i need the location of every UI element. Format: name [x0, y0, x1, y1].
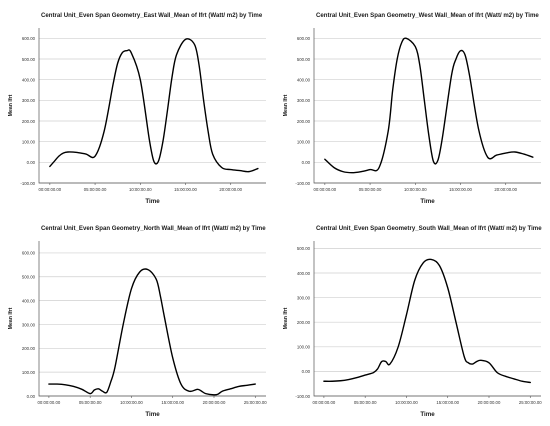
chart-0-x-tick-label: 05:00:00.00 — [84, 187, 107, 192]
chart-0-x-tick-label: 15:00:00.00 — [174, 187, 197, 192]
chart-3-series-line-0 — [323, 258, 531, 384]
chart-0-x-tick-label: 10:00:00.00 — [129, 187, 152, 192]
chart-3-y-tick-label: 200.00 — [297, 320, 311, 325]
chart-0-y-tick-label: 300.00 — [22, 98, 36, 103]
chart-3-title: Central Unit_Even Span Geometry_South Wa… — [316, 225, 542, 232]
chart-2-y-tick-label: 0.00 — [27, 394, 36, 399]
chart-1-y-tick-label: -100.00 — [295, 181, 310, 186]
chart-1-x-tick-label: 00:00:00.00 — [314, 187, 337, 192]
chart-1-title: Central Unit_Even Span Geometry_West Wal… — [316, 12, 539, 19]
chart-1-y-tick-label: 400.00 — [297, 77, 311, 82]
chart-0-y-tick-label: 100.00 — [22, 139, 36, 144]
chart-3-y-tick-label: 400.00 — [297, 271, 311, 276]
chart-2-x-tick-label: 20:00:00.00 — [203, 400, 226, 405]
chart-2-axes — [38, 241, 266, 397]
chart-1-x-tick-label: 20:00:00.00 — [494, 187, 517, 192]
chart-panel-north-wall: Central Unit_Even Span Geometry_North Wa… — [0, 213, 275, 426]
chart-1-y-tick-label: 200.00 — [297, 119, 311, 124]
chart-2-y-tick-label: 600.00 — [22, 251, 36, 256]
chart-0-y-tick-label: 500.00 — [22, 57, 36, 62]
chart-3-y-axis-title: Mean Ifrt — [283, 307, 289, 329]
chart-2-y-axis-title: Mean Ifrt — [8, 307, 14, 329]
chart-2-series-line-0 — [48, 268, 256, 396]
chart-0-series-line-0 — [49, 38, 259, 173]
chart-0-title: Central Unit_Even Span Geometry_East Wal… — [41, 12, 263, 19]
chart-0-y-tick-label: 0.00 — [27, 160, 36, 165]
chart-0-y-tick-label: 200.00 — [22, 119, 36, 124]
chart-0-y-axis-title: Mean Ifrt — [8, 94, 14, 116]
chart-2-y-tick-label: 500.00 — [22, 275, 36, 280]
chart-panel-west-wall: Central Unit_Even Span Geometry_West Wal… — [275, 0, 550, 213]
chart-2-title: Central Unit_Even Span Geometry_North Wa… — [41, 225, 266, 232]
chart-3-x-axis-title: Time — [420, 411, 435, 418]
chart-1-y-tick-label: 500.00 — [297, 57, 311, 62]
chart-0-x-tick-label: 20:00:00.00 — [219, 187, 242, 192]
chart-2-x-tick-label: 10:00:00.00 — [120, 400, 143, 405]
chart-3-y-tick-label: 500.00 — [297, 246, 311, 251]
chart-0-x-tick-label: 00:00:00.00 — [39, 187, 62, 192]
chart-3-x-tick-label: 25:00:00.00 — [519, 400, 542, 405]
chart-panel-south-wall: Central Unit_Even Span Geometry_South Wa… — [275, 213, 550, 426]
chart-2-y-tick-label: 200.00 — [22, 346, 36, 351]
chart-0-y-tick-label: -100.00 — [20, 181, 35, 186]
chart-3-y-tick-label: 100.00 — [297, 345, 311, 350]
chart-3-x-tick-label: 20:00:00.00 — [478, 400, 501, 405]
chart-3-y-tick-label: -100.00 — [295, 394, 310, 399]
chart-panel-east-wall: Central Unit_Even Span Geometry_East Wal… — [0, 0, 275, 213]
chart-1-y-tick-label: 0.00 — [302, 160, 311, 165]
chart-0-x-axis-title: Time — [145, 198, 160, 205]
chart-2-x-tick-label: 15:00:00.00 — [161, 400, 184, 405]
chart-3-x-tick-label: 05:00:00.00 — [354, 400, 377, 405]
chart-3-axes — [313, 241, 541, 397]
chart-3-x-tick-label: 10:00:00.00 — [395, 400, 418, 405]
chart-2-y-tick-label: 300.00 — [22, 322, 36, 327]
chart-svg-west-wall: Central Unit_Even Span Geometry_West Wal… — [283, 12, 541, 205]
chart-2-x-tick-label: 05:00:00.00 — [79, 400, 102, 405]
chart-0-axes — [38, 28, 266, 184]
chart-3-x-tick-label: 00:00:00.00 — [313, 400, 336, 405]
chart-1-y-axis-title: Mean Ifrt — [283, 94, 289, 116]
chart-1-y-tick-label: 100.00 — [297, 139, 311, 144]
chart-0-y-tick-label: 400.00 — [22, 77, 36, 82]
chart-1-series-line-0 — [324, 37, 534, 174]
chart-svg-south-wall: Central Unit_Even Span Geometry_South Wa… — [283, 225, 542, 418]
chart-2-x-tick-label: 25:00:00.00 — [244, 400, 267, 405]
chart-1-y-tick-label: 600.00 — [297, 36, 311, 41]
chart-2-x-tick-label: 00:00:00.00 — [38, 400, 61, 405]
chart-0-y-tick-label: 600.00 — [22, 36, 36, 41]
chart-3-y-tick-label: 0.00 — [302, 369, 311, 374]
chart-1-x-tick-label: 10:00:00.00 — [404, 187, 427, 192]
chart-svg-north-wall: Central Unit_Even Span Geometry_North Wa… — [8, 225, 267, 418]
chart-1-x-axis-title: Time — [420, 198, 435, 205]
chart-3-y-tick-label: 300.00 — [297, 295, 311, 300]
chart-svg-east-wall: Central Unit_Even Span Geometry_East Wal… — [8, 12, 266, 205]
chart-2-x-axis-title: Time — [145, 411, 160, 418]
chart-2-y-tick-label: 100.00 — [22, 370, 36, 375]
chart-1-x-tick-label: 05:00:00.00 — [359, 187, 382, 192]
chart-2-y-tick-label: 400.00 — [22, 298, 36, 303]
chart-1-axes — [313, 28, 541, 184]
chart-1-y-tick-label: 300.00 — [297, 98, 311, 103]
chart-3-x-tick-label: 15:00:00.00 — [436, 400, 459, 405]
chart-1-x-tick-label: 15:00:00.00 — [449, 187, 472, 192]
